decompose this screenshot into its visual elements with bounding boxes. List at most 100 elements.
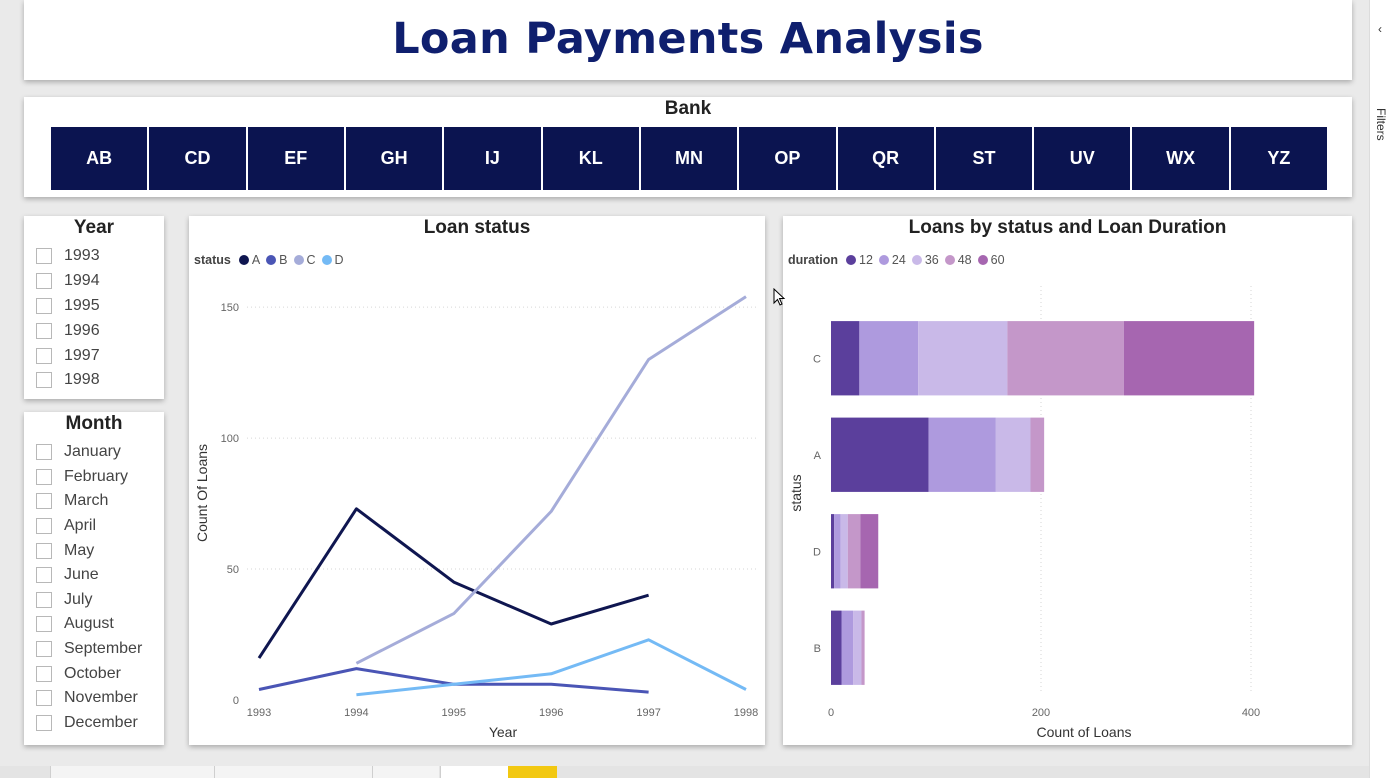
- month-option[interactable]: December: [36, 711, 164, 736]
- bank-button-op[interactable]: OP: [739, 127, 836, 190]
- checkbox[interactable]: [36, 518, 52, 535]
- bank-button-qr[interactable]: QR: [837, 127, 934, 190]
- line-chart-svg: 0 50 100 150 1993 1994 1995 1996 1997 1998 Year Cou…: [194, 295, 759, 740]
- month-option[interactable]: June: [36, 563, 164, 588]
- checkbox[interactable]: [36, 591, 52, 608]
- legend-marker: [878, 255, 889, 265]
- bar-segment-d-60[interactable]: [860, 514, 879, 589]
- bank-button-gh[interactable]: GH: [345, 127, 443, 190]
- checkbox[interactable]: [36, 690, 52, 707]
- checkbox[interactable]: [36, 347, 52, 364]
- bar-segment-c-36[interactable]: [918, 321, 1008, 396]
- bar-segment-d-36[interactable]: [840, 514, 848, 589]
- checkbox[interactable]: [36, 444, 52, 461]
- bar-segment-b-12[interactable]: [831, 610, 842, 685]
- collapse-chevron-icon[interactable]: ‹: [1378, 22, 1382, 36]
- checkbox[interactable]: [36, 714, 52, 731]
- checkbox[interactable]: [36, 665, 52, 682]
- page-tab[interactable]: [214, 766, 373, 778]
- year-option[interactable]: 1995: [36, 294, 164, 319]
- page-tab[interactable]: [372, 766, 439, 778]
- legend-item[interactable]: 12: [846, 253, 873, 267]
- bank-button-yz[interactable]: YZ: [1230, 127, 1328, 190]
- bar-segment-d-12[interactable]: [831, 514, 835, 589]
- checkbox[interactable]: [36, 616, 52, 633]
- checkbox[interactable]: [36, 297, 52, 314]
- checkbox[interactable]: [36, 248, 52, 265]
- checkbox[interactable]: [36, 493, 52, 510]
- checkbox[interactable]: [36, 542, 52, 559]
- year-option[interactable]: 1996: [36, 318, 164, 343]
- bar-segment-b-36[interactable]: [853, 610, 862, 685]
- legend-item[interactable]: A: [238, 253, 260, 267]
- month-option[interactable]: January: [36, 440, 164, 465]
- bar-segment-a-24[interactable]: [928, 417, 996, 492]
- legend-item[interactable]: 24: [878, 253, 906, 267]
- bank-button-kl[interactable]: KL: [542, 127, 639, 190]
- y-tick-label: 50: [227, 564, 239, 576]
- legend-item[interactable]: B: [266, 253, 288, 267]
- page-tab[interactable]: [50, 766, 215, 778]
- bar-segment-c-60[interactable]: [1123, 321, 1255, 396]
- year-option[interactable]: 1994: [36, 269, 164, 294]
- checkbox[interactable]: [36, 468, 52, 485]
- bank-button-wx[interactable]: WX: [1132, 127, 1229, 190]
- legend-item[interactable]: 36: [911, 253, 939, 267]
- legend-item[interactable]: D: [321, 253, 344, 267]
- bar-segment-a-12[interactable]: [831, 417, 929, 492]
- year-option[interactable]: 1997: [36, 343, 164, 368]
- year-option[interactable]: 1998: [36, 368, 164, 393]
- bank-button-uv[interactable]: UV: [1034, 127, 1131, 190]
- checkbox[interactable]: [36, 372, 52, 389]
- legend-label: 60: [990, 253, 1005, 267]
- month-option[interactable]: August: [36, 612, 164, 637]
- y-tick-label: D: [813, 546, 821, 558]
- checkbox[interactable]: [36, 641, 52, 658]
- x-tick-label: 1993: [247, 707, 271, 719]
- month-option[interactable]: October: [36, 661, 164, 686]
- loan-status-chart[interactable]: Loan status status A B C D 0 50 100 150 1993 1994…: [189, 216, 765, 745]
- series-line-b[interactable]: [258, 667, 649, 694]
- filters-pane[interactable]: ‹ Filters: [1369, 0, 1395, 778]
- month-option[interactable]: May: [36, 538, 164, 563]
- bank-button-mn[interactable]: MN: [640, 127, 738, 190]
- legend-marker: [911, 255, 922, 265]
- bank-button-ij[interactable]: IJ: [444, 127, 541, 190]
- series-line-a[interactable]: [257, 507, 650, 659]
- bank-button-ab[interactable]: AB: [51, 127, 148, 190]
- series-line-d[interactable]: [356, 638, 747, 697]
- month-option[interactable]: July: [36, 588, 164, 613]
- legend-item[interactable]: 60: [977, 253, 1005, 267]
- bar-segment-c-48[interactable]: [1007, 321, 1124, 396]
- checkbox[interactable]: [36, 567, 52, 584]
- option-label: June: [64, 566, 99, 584]
- bar-segment-a-48[interactable]: [1030, 417, 1045, 492]
- bar-segment-a-36[interactable]: [995, 417, 1031, 492]
- bar-segment-b-48[interactable]: [861, 610, 865, 685]
- bank-button-cd[interactable]: CD: [149, 127, 246, 190]
- legend-label: 48: [957, 253, 972, 267]
- month-option[interactable]: September: [36, 637, 164, 662]
- legend-item[interactable]: C: [293, 253, 316, 267]
- loan-duration-chart[interactable]: Loans by status and Loan Duration durati…: [783, 216, 1352, 745]
- bank-button-st[interactable]: ST: [935, 127, 1033, 190]
- checkbox[interactable]: [36, 322, 52, 339]
- bar-segment-b-24[interactable]: [841, 610, 854, 685]
- legend-item[interactable]: 48: [944, 253, 972, 267]
- bar-segment-c-24[interactable]: [859, 321, 919, 396]
- checkbox[interactable]: [36, 273, 52, 290]
- option-label: December: [64, 713, 138, 731]
- page-tab-active[interactable]: [440, 766, 509, 778]
- year-option[interactable]: 1993: [36, 244, 164, 269]
- series-line-c[interactable]: [355, 295, 747, 665]
- month-option[interactable]: April: [36, 514, 164, 539]
- bar-segment-c-12[interactable]: [831, 321, 860, 396]
- bar-segment-d-24[interactable]: [834, 514, 841, 589]
- page-tab-highlight[interactable]: [508, 766, 557, 778]
- option-label: 1994: [64, 272, 100, 290]
- month-option[interactable]: February: [36, 465, 164, 490]
- bank-button-ef[interactable]: EF: [247, 127, 344, 190]
- bar-segment-d-48[interactable]: [847, 514, 861, 589]
- month-option[interactable]: November: [36, 686, 164, 711]
- month-option[interactable]: March: [36, 489, 164, 514]
